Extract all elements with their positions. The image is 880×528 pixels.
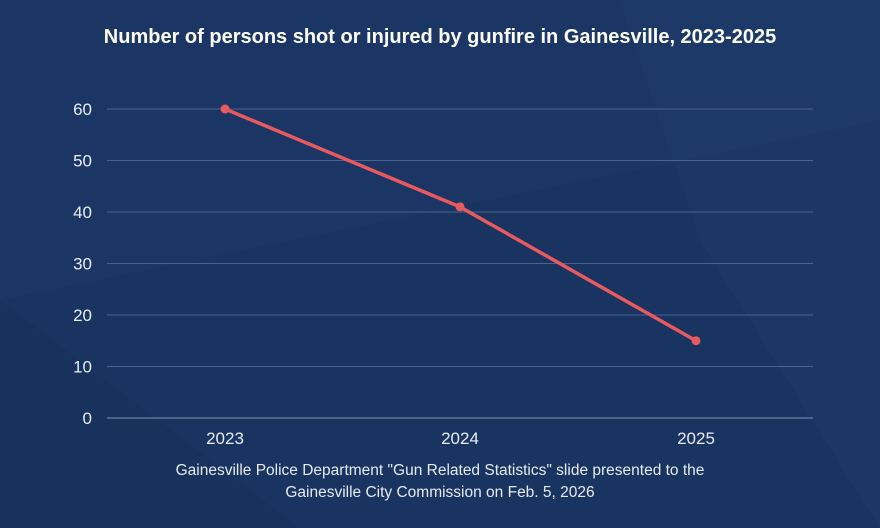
data-point	[220, 104, 230, 114]
source-line-1: Gainesville Police Department "Gun Relat…	[175, 462, 705, 479]
source-line-2: Gainesville City Commission on Feb. 5, 2…	[285, 484, 595, 501]
data-point	[691, 336, 701, 346]
y-tick-label: 10	[73, 358, 92, 377]
y-tick-label: 40	[73, 203, 92, 222]
source-note: Gainesville Police Department "Gun Relat…	[0, 460, 880, 504]
y-tick-label: 50	[73, 152, 92, 171]
x-tick-label: 2025	[677, 429, 715, 448]
y-tick-label: 30	[73, 255, 92, 274]
data-point	[455, 202, 465, 212]
chart-title: Number of persons shot or injured by gun…	[103, 26, 777, 48]
x-tick-label: 2024	[441, 429, 479, 448]
x-tick-label: 2023	[206, 429, 244, 448]
y-tick-label: 60	[73, 100, 92, 119]
y-tick-label: 20	[73, 306, 92, 325]
series-line	[224, 107, 697, 343]
y-tick-label: 0	[83, 409, 92, 428]
